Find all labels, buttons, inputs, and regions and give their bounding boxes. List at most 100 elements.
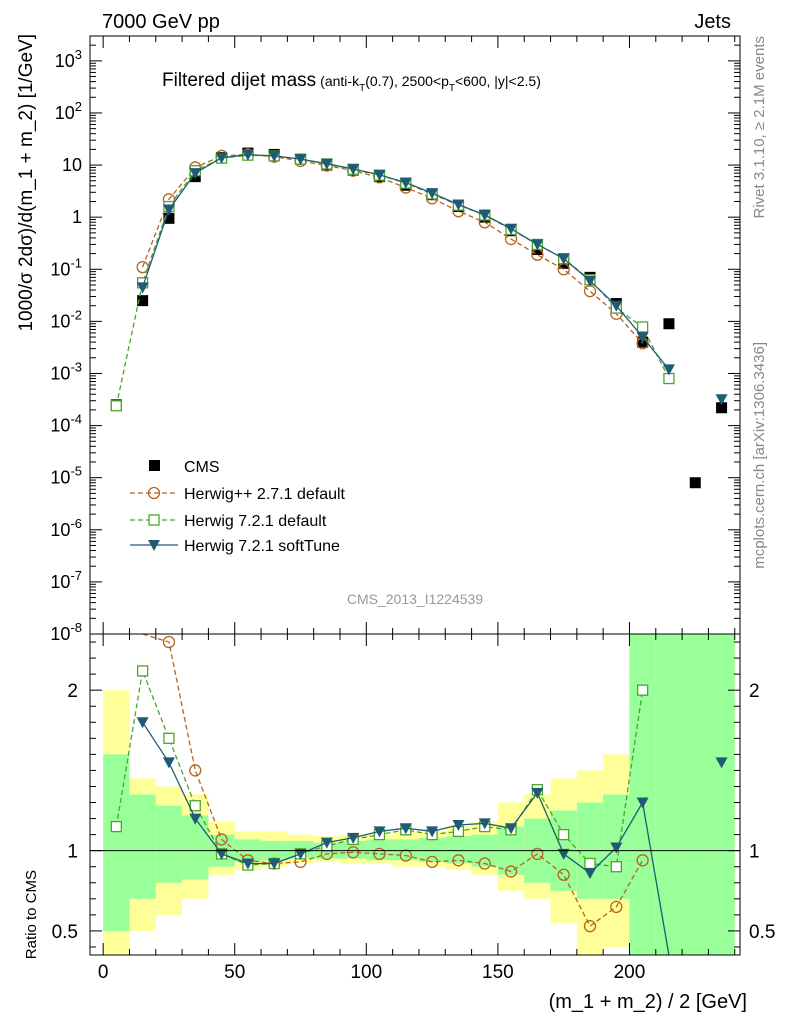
x-tick-label: 150: [482, 962, 514, 983]
y-tick-label: 102: [55, 99, 82, 123]
ratio-band-inner: [155, 805, 183, 883]
data-point-herwig_soft: [294, 848, 307, 860]
data-point-herwig_soft: [531, 787, 544, 799]
data-point-herwig_soft: [294, 154, 307, 166]
x-axis-label: (m_1 + m_2) / 2 [GeV]: [549, 991, 747, 1013]
ratio-band-inner: [708, 634, 735, 955]
ratio-plot-frame: [89, 633, 741, 956]
data-point-herwig_soft: [452, 199, 465, 211]
data-point-herwig_soft: [505, 823, 518, 835]
x-tick-label: 50: [224, 962, 245, 983]
data-point-herwig_soft: [426, 188, 439, 200]
data-point-herwig_default: [558, 828, 570, 841]
y-axis-label-ratio: Ratio to CMS: [23, 870, 40, 959]
data-point-herwigpp: [583, 919, 597, 933]
chart-title-sub-s1: T: [359, 83, 365, 94]
data-point-herwig_soft: [136, 282, 149, 294]
chart-title-sub-pre: (anti-k: [320, 73, 360, 89]
data-point-herwigpp: [557, 868, 570, 881]
data-point-herwig_soft: [189, 813, 202, 825]
data-point-herwig_soft: [320, 837, 333, 849]
data-point-herwig_soft: [584, 868, 596, 880]
side-label-top: Rivet 3.1.10, ≥ 2.1M events: [751, 36, 768, 219]
data-point-herwig_soft: [373, 826, 386, 838]
legend-label-herwig-default: Herwig 7.2.1 default: [184, 513, 327, 530]
data-point-herwigpp: [162, 635, 176, 649]
data-point-herwig_soft: [215, 152, 228, 164]
data-point-herwigpp: [399, 849, 412, 862]
data-point-herwig_soft: [557, 253, 570, 265]
y-tick-label: 10-1: [50, 255, 82, 279]
series-line-herwig_default: [115, 154, 670, 406]
data-point-herwigpp: [452, 854, 465, 867]
ratio-y-tick-label-right: 0.5: [749, 922, 775, 943]
axes-group: 0 50 100 150 200 10-8 10-7 10-6 10-5 10-4 10-3 10-2…: [50, 35, 775, 983]
data-point-herwig_soft: [636, 797, 649, 809]
y-tick-label: 10-8: [50, 620, 82, 644]
y-tick-label: 10-4: [50, 412, 82, 436]
data-point-cms: [689, 477, 701, 489]
header-right: Jets: [694, 11, 731, 33]
data-point-herwig_soft: [373, 169, 386, 181]
data-point-herwig_default: [584, 857, 596, 870]
data-point-herwig_default: [189, 800, 201, 812]
ratio-band-inner: [629, 634, 656, 955]
y-tick-label: 10-2: [50, 307, 82, 331]
y-tick-label: 10-3: [50, 359, 82, 383]
x-tick-label: 0: [98, 962, 109, 983]
data-point-cms: [163, 212, 175, 224]
data-point-herwig_soft: [715, 757, 728, 769]
data-point-cms: [137, 295, 149, 307]
legend: CMS Herwig++ 2.7.1 default Herwig 7.2.1 …: [130, 459, 346, 555]
y-tick-label: 10-5: [50, 464, 82, 488]
ratio-band-inner: [418, 837, 446, 862]
data-point-herwigpp: [478, 857, 491, 870]
data-point-herwig_soft: [478, 210, 491, 222]
chart-title-sub-mid: (0.7), 2500<p: [365, 73, 449, 89]
legend-marker-cms: [149, 460, 160, 471]
data-point-herwig_soft: [162, 204, 175, 216]
ratio-band-inner: [340, 841, 367, 859]
y-tick-label: 1: [72, 207, 82, 227]
data-point-herwig_soft: [610, 842, 623, 854]
data-point-herwig_soft: [399, 177, 412, 189]
data-point-herwig_soft: [426, 826, 439, 838]
data-point-herwig_default: [610, 861, 622, 873]
header-left: 7000 GeV pp: [102, 11, 220, 33]
data-point-herwig_default: [636, 321, 649, 333]
data-point-herwigpp: [425, 855, 439, 869]
data-point-herwigpp: [347, 846, 360, 859]
legend-marker-herwig-soft: [148, 540, 160, 551]
x-tick-label: 200: [614, 962, 646, 983]
ratio-band-inner: [129, 794, 156, 899]
ratio-band-inner: [103, 754, 130, 931]
data-point-herwig_default: [110, 400, 122, 412]
ratio-y-tick-label-right: 1: [749, 842, 760, 863]
ratio-y-tick-label-right: 2: [749, 681, 760, 702]
y-tick-label: 10-7: [50, 568, 82, 592]
y-axis-label-main: 1000/σ 2dσ)/d(m_1 + m_2) [1/GeV]: [16, 34, 37, 332]
legend-marker-herwig-default: [148, 514, 160, 526]
ratio-y-tick-label-left: 1: [67, 842, 78, 863]
data-point-herwig_default: [136, 665, 149, 677]
ratio-band-inner: [182, 815, 209, 880]
data-point-herwig_soft: [505, 223, 518, 235]
data-point-herwigpp: [531, 847, 544, 861]
ratio-band-inner: [682, 634, 709, 955]
data-point-herwig_soft: [215, 848, 228, 860]
legend-label-cms: CMS: [184, 459, 220, 476]
data-point-herwig_soft: [557, 848, 570, 860]
data-point-herwig_soft: [241, 149, 254, 161]
ratio-y-tick-label-left: 0.5: [52, 922, 78, 943]
data-point-herwig_soft: [241, 858, 254, 870]
data-point-herwigpp: [373, 847, 386, 861]
ratio-y-tick-label-left: 2: [67, 681, 78, 702]
series-line-herwigpp: [141, 153, 644, 344]
data-point-herwig_default: [163, 732, 175, 744]
x-tick-label: 100: [350, 962, 382, 983]
data-point-herwigpp: [504, 865, 518, 878]
data-point-herwig_default: [636, 684, 649, 696]
data-point-herwigpp: [136, 260, 149, 274]
data-point-herwigpp: [636, 854, 649, 867]
